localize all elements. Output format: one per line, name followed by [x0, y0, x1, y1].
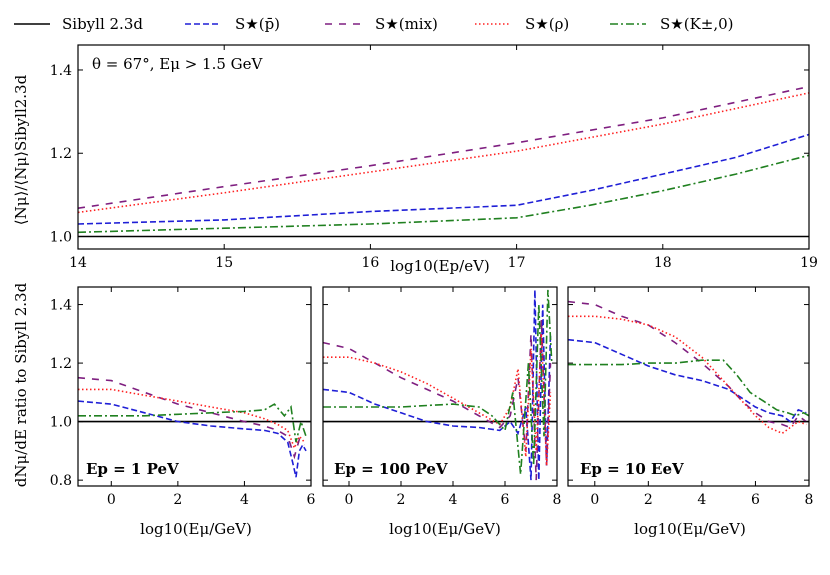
series-kaon-10eev	[568, 359, 809, 417]
series-kaon-top	[78, 154, 809, 234]
annotation-100pev: Ep = 100 PeV	[334, 460, 448, 478]
legend-label-pbar: S★(p̄)	[235, 15, 280, 33]
series-pbar-pev	[78, 400, 307, 478]
series-kaon-100pev	[323, 289, 553, 475]
ytick-label-top-0: 1.0	[50, 230, 72, 246]
xtick-label-top-5: 19	[800, 255, 818, 271]
annotation-top: θ = 67°, Eμ > 1.5 GeV	[92, 55, 264, 73]
ytick-label-top-2: 1.4	[50, 63, 72, 79]
series-mix-10eev	[568, 300, 807, 429]
legend-entry-kaon: S★(K±,0)	[610, 15, 734, 33]
xtick-label-top-2: 16	[361, 255, 379, 271]
xtick-label-top-0: 14	[69, 255, 87, 271]
series-rho-pev	[78, 388, 305, 451]
legend-label-kaon: S★(K±,0)	[660, 15, 734, 33]
series-pbar-10eev	[568, 338, 807, 423]
legend-entry-pbar: S★(p̄)	[185, 15, 280, 33]
xtick-label-10eev-1: 2	[644, 492, 653, 508]
annotation-pev: Ep = 1 PeV	[86, 460, 179, 478]
series-mix-top	[78, 85, 809, 209]
xtick-label-10eev-2: 4	[697, 492, 706, 508]
xtick-label-top-4: 18	[654, 255, 672, 271]
xtick-label-pev-1: 2	[173, 492, 182, 508]
xtick-label-10eev-3: 6	[751, 492, 760, 508]
xtick-label-pev-2: 4	[240, 492, 249, 508]
legend-entry-sibyll: Sibyll 2.3d	[14, 15, 143, 33]
axes-frame-pev	[77, 286, 312, 487]
series-pbar-100pev	[323, 289, 552, 481]
annotation-10eev: Ep = 10 EeV	[580, 460, 684, 478]
legend-label-mix: S★(mix)	[375, 15, 438, 33]
series-mix-100pev	[323, 319, 552, 481]
xtick-label-10eev-0: 0	[590, 492, 599, 508]
axes-frame-100pev	[322, 286, 558, 487]
ytick-label-pev-1: 1.0	[50, 415, 72, 431]
xlabel-100pev: log10(Eμ/GeV)	[389, 520, 501, 538]
xlabel-pev: log10(Eμ/GeV)	[140, 520, 252, 538]
axes-frame-10eev	[567, 286, 810, 487]
xtick-label-top-3: 17	[508, 255, 526, 271]
ylabel-top: ⟨Nμ⟩/⟨Nμ⟩Sibyll2.3d	[12, 74, 30, 225]
ytick-label-pev-2: 1.2	[50, 356, 72, 372]
series-group-pev	[78, 376, 311, 478]
series-rho-100pev	[323, 333, 552, 466]
legend-label-sibyll: Sibyll 2.3d	[62, 15, 143, 33]
series-mix-pev	[78, 376, 305, 460]
ylabel-bottom: dNμ/dE ratio to Sibyll 2.3d	[12, 282, 30, 487]
legend-entry-rho: S★(ρ)	[475, 15, 569, 33]
panel-pev: 0 2 4 6 0.8 1.0 1.2 1.4	[50, 286, 316, 508]
series-rho-top	[78, 92, 809, 214]
xlabel-top: log10(Ep/eV)	[390, 257, 490, 275]
ytick-label-top-1: 1.2	[50, 146, 72, 162]
xtick-label-100pev-2: 4	[449, 492, 458, 508]
series-pbar-top	[78, 133, 809, 225]
legend-label-rho: S★(ρ)	[525, 15, 569, 33]
xtick-label-100pev-3: 6	[501, 492, 510, 508]
series-group-top	[78, 85, 809, 238]
xtick-label-pev-0: 0	[107, 492, 116, 508]
legend-entry-mix: S★(mix)	[325, 15, 438, 33]
xtick-label-10eev-4: 8	[805, 492, 814, 508]
panel-top: 14 15 16 17 18 19 1.0 1.2 1.4	[50, 44, 818, 271]
xtick-label-100pev-1: 2	[397, 492, 406, 508]
series-rho-10eev	[568, 315, 807, 435]
xtick-label-100pev-4: 8	[553, 492, 562, 508]
panel-10eev: 0 2 4 6 8	[567, 286, 814, 508]
ytick-label-pev-3: 1.4	[50, 298, 72, 314]
panel-100pev: 0 2 4 6 8	[322, 286, 562, 508]
xtick-label-top-1: 15	[215, 255, 233, 271]
series-group-10eev	[568, 300, 809, 435]
legend: Sibyll 2.3d S★(p̄) S★(mix) S★(ρ) S★(K±,0…	[14, 15, 734, 33]
xlabel-10eev: log10(Eμ/GeV)	[634, 520, 746, 538]
series-kaon-pev	[78, 403, 307, 443]
series-group-100pev	[323, 289, 557, 481]
xtick-label-100pev-0: 0	[345, 492, 354, 508]
xtick-label-pev-3: 6	[307, 492, 316, 508]
axes-frame-top	[77, 44, 810, 250]
ytick-label-pev-0: 0.8	[50, 473, 72, 489]
